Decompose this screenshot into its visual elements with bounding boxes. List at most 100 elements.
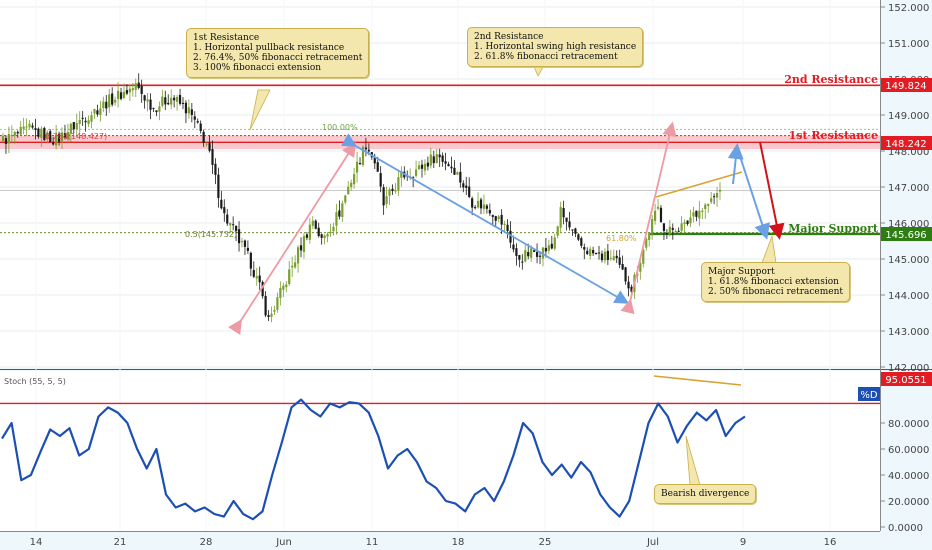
candle-body <box>31 125 34 128</box>
candle-body <box>152 107 155 109</box>
candle-body <box>347 186 350 195</box>
candle-body <box>158 106 161 112</box>
candle-body <box>229 223 232 226</box>
candle-body <box>267 315 270 318</box>
arrow-pink-rally <box>228 141 356 335</box>
candle-body <box>701 210 704 213</box>
candle-body <box>208 142 211 151</box>
fib-100-label: 100.00% <box>322 123 358 132</box>
candle-body <box>13 131 16 136</box>
candle-body <box>698 210 701 219</box>
date-tick-label: Jul <box>646 537 659 548</box>
candle-body <box>530 248 533 258</box>
candle-body <box>102 101 105 108</box>
candle-body <box>521 261 524 263</box>
candle-body <box>323 235 326 239</box>
candle-body <box>249 252 252 269</box>
arrow-blue-up <box>727 143 744 185</box>
candle-body <box>692 212 695 217</box>
candle-body <box>332 226 335 232</box>
candle-body <box>116 90 120 99</box>
candle-body <box>167 102 170 105</box>
price-tick-label: 148.000 <box>888 147 929 158</box>
candle-body <box>196 121 199 123</box>
candle-body <box>108 94 111 108</box>
candle-body <box>75 122 78 130</box>
candle-body <box>456 172 459 175</box>
candle-body <box>488 210 491 214</box>
stoch-panel-bg <box>0 371 880 531</box>
fib-0764-label: 0.764(148.427) <box>45 132 107 141</box>
candle-body <box>568 221 571 228</box>
candle-body <box>417 165 421 170</box>
candle-body <box>279 288 282 299</box>
candle-body <box>125 90 129 94</box>
callout-2nd-resistance: 2nd Resistance 1. Horizontal swing high … <box>467 27 644 67</box>
candle-body <box>491 215 494 217</box>
candle-body <box>659 207 663 222</box>
candle-body <box>264 295 267 316</box>
candle-body <box>597 252 601 254</box>
candle-body <box>683 222 686 224</box>
candle-body <box>270 313 273 317</box>
candle-body <box>302 236 306 252</box>
price-tick-label: 149.000 <box>888 111 929 122</box>
candle-body <box>255 276 258 279</box>
support-label: Major Support <box>788 222 879 235</box>
date-tick-label: 11 <box>366 537 379 548</box>
date-tick-label: 16 <box>824 537 837 548</box>
price-tick-label: 152.000 <box>888 3 929 14</box>
candle-body <box>559 207 562 228</box>
candle-body <box>211 149 214 165</box>
candle-body <box>111 93 114 105</box>
candle-body <box>648 233 651 240</box>
fib-618-label: 61.80% <box>606 234 637 243</box>
candle-body <box>414 169 418 176</box>
candle-body <box>294 262 297 268</box>
date-tick-label: Jun <box>275 537 292 548</box>
candle-body <box>43 127 46 141</box>
date-tick-label: 25 <box>539 537 552 548</box>
candle-body <box>680 223 683 231</box>
candle-body <box>444 161 447 164</box>
candle-body <box>695 210 698 217</box>
candle-body <box>252 270 255 277</box>
callout-res1-pointer <box>249 89 271 131</box>
candle-body <box>538 255 542 257</box>
candle-body <box>662 223 666 231</box>
candle-body <box>482 204 486 209</box>
candle-body <box>627 281 630 289</box>
candle-body <box>621 263 624 270</box>
candle-body <box>420 164 424 169</box>
candle-body <box>202 131 205 143</box>
candle-body <box>562 208 565 218</box>
candle-body <box>594 252 598 255</box>
candle-body <box>671 227 674 230</box>
candle-body <box>311 220 314 226</box>
candle-body <box>49 131 52 142</box>
candle-body <box>556 226 559 236</box>
candle-body <box>615 255 618 259</box>
candle-body <box>473 207 477 209</box>
candle-body <box>550 243 553 249</box>
candle-body <box>367 149 370 152</box>
candle-body <box>426 162 429 167</box>
date-tick-label: 18 <box>452 537 465 548</box>
candle-body <box>52 142 55 145</box>
price-tick-label: 147.000 <box>888 183 929 194</box>
stoch-tick-label: 40.0000 <box>888 471 929 482</box>
candle-body <box>1 136 5 142</box>
resistance1-price: 148.242 <box>885 139 926 150</box>
candle-body <box>28 123 31 128</box>
candle-body <box>453 167 456 175</box>
arrow-red-down <box>759 141 785 240</box>
candle-body <box>624 267 627 282</box>
candle-body <box>326 234 329 237</box>
candle-body <box>547 245 550 251</box>
candle-body <box>518 255 521 260</box>
candle-body <box>606 250 609 260</box>
candle-body <box>600 253 604 261</box>
candle-body <box>276 297 279 310</box>
stoch-d-badge <box>858 387 880 401</box>
